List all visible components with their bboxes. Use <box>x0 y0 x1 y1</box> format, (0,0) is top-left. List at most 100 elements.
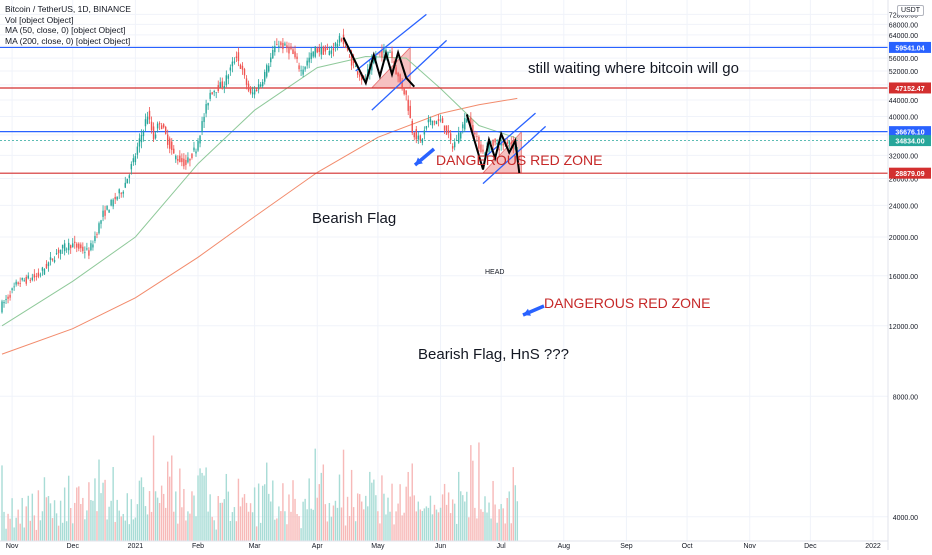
volume-bar <box>122 513 124 541</box>
candle-body <box>110 199 112 206</box>
candle-body <box>5 299 7 301</box>
candle-body <box>264 71 266 82</box>
volume-bar <box>215 529 217 541</box>
price-level-label: 47152.47 <box>895 86 924 93</box>
candle-body <box>88 250 90 256</box>
volume-bar <box>383 493 385 541</box>
candle-body <box>391 51 393 59</box>
candle-body <box>286 45 288 49</box>
candle-body <box>381 50 383 58</box>
candle-body <box>140 134 143 143</box>
candle-body <box>148 110 151 120</box>
candle-body <box>76 243 78 248</box>
candle-body <box>276 44 278 46</box>
candle-body <box>65 248 68 250</box>
candle-body <box>441 118 444 123</box>
volume-bar <box>427 507 430 541</box>
volume-bar <box>61 522 64 541</box>
candle-body <box>261 82 264 87</box>
volume-bar <box>437 512 440 541</box>
candle-body <box>108 209 110 213</box>
volume-bar <box>67 475 70 541</box>
candle-body <box>104 210 106 216</box>
candle-body <box>92 244 94 248</box>
candle-body <box>312 51 314 57</box>
volume-bar <box>344 525 347 541</box>
volume-bar <box>255 526 258 541</box>
volume-bar <box>393 524 395 541</box>
price-level-labels: 59541.04 47152.47 36676.10 34834.00 28879.09 <box>889 41 931 179</box>
volume-bar <box>397 503 399 541</box>
candle-body <box>86 248 88 250</box>
volume-bar <box>334 500 337 541</box>
candle-body <box>470 117 472 131</box>
volume-bar <box>209 494 211 541</box>
volume-bar <box>502 508 504 541</box>
candle-body <box>51 258 54 261</box>
volume-bar <box>350 469 353 541</box>
volume-bar <box>413 495 415 541</box>
note-head: HEAD <box>485 269 505 276</box>
candle-body <box>61 244 64 249</box>
volume-bar <box>187 511 189 541</box>
volume-bar <box>235 521 238 541</box>
time-tick-label: Aug <box>558 543 571 550</box>
volume-bar <box>173 511 175 541</box>
candle-body <box>447 130 450 134</box>
candle-body <box>27 275 29 279</box>
candle-body <box>203 116 205 123</box>
volume-bar <box>251 512 254 541</box>
candle-body <box>225 75 228 86</box>
volume-bar <box>171 455 173 541</box>
volume-bar <box>490 518 492 541</box>
candle-body <box>47 262 50 267</box>
volume-bar <box>328 502 331 541</box>
candle-body <box>179 155 181 163</box>
ma50-legend[interactable]: MA (50, close, 0) [object Object] <box>5 25 126 35</box>
candle-body <box>453 142 456 148</box>
ma200-line <box>1 97 518 355</box>
volume-bar <box>336 507 339 541</box>
volume-bar <box>445 504 448 541</box>
volume-bar <box>45 497 48 541</box>
candle-body <box>431 120 434 126</box>
volume-bar <box>516 501 519 541</box>
candle-body <box>310 52 312 60</box>
arrow-zone-2-head <box>523 308 531 316</box>
volume-bar <box>219 502 221 541</box>
candle-body <box>433 121 436 123</box>
volume-bar <box>70 507 72 541</box>
candle-body <box>11 288 13 291</box>
ma200-legend[interactable]: MA (200, close, 0) [object Object] <box>5 35 131 46</box>
volume-bar <box>112 467 114 541</box>
candle-body <box>90 243 92 251</box>
candle-body <box>13 286 15 288</box>
volume-bar <box>409 496 411 541</box>
candle-body <box>29 279 31 281</box>
candle-body <box>136 146 139 155</box>
volume-bar <box>278 506 280 541</box>
volume-bar <box>118 510 120 541</box>
volume-bar <box>318 484 320 541</box>
currency-button[interactable]: USDT <box>896 5 924 16</box>
chart-title[interactable]: Bitcoin / TetherUS, 1D, BINANCE <box>5 4 131 14</box>
candle-body <box>278 45 280 47</box>
time-axis[interactable]: Nov Dec 2021 Feb Mar Apr May Jun Jul Aug Sep Oct Nov… <box>0 540 888 550</box>
volume-bar <box>480 509 482 541</box>
candle-body <box>316 48 318 53</box>
candle-body <box>472 125 474 135</box>
candle-body <box>496 143 498 144</box>
volume-bar <box>274 519 276 541</box>
candle-body <box>74 241 76 243</box>
candle-body <box>502 143 504 146</box>
candle-body <box>31 277 34 280</box>
candle-body <box>330 50 333 54</box>
volume-bar <box>458 471 460 541</box>
candle-body <box>419 135 422 141</box>
candle-body <box>239 64 242 69</box>
volume-bar <box>92 500 94 541</box>
volume-bar <box>494 504 496 541</box>
candle-body <box>466 119 468 123</box>
volume-legend[interactable]: Vol [object Object] <box>5 14 74 25</box>
